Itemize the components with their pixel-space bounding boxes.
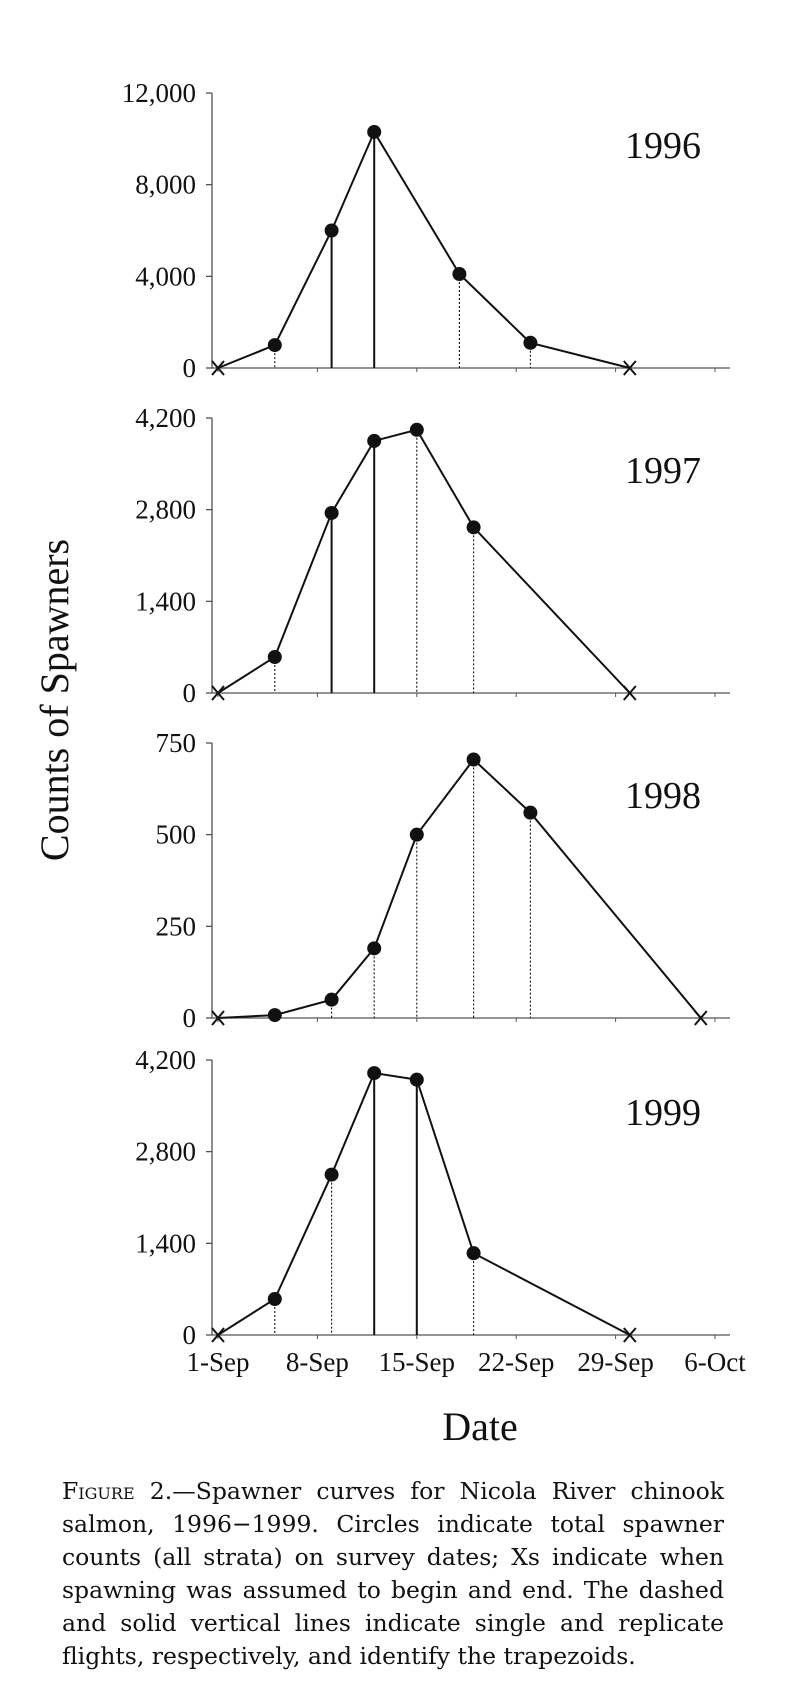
x-marker-stroke (211, 1010, 225, 1026)
y-tick-label: 500 (156, 820, 197, 850)
survey-count-point (466, 752, 481, 767)
y-tick-label: 1,400 (135, 1228, 196, 1258)
survey-count-point (523, 805, 538, 820)
y-tick-label: 4,200 (135, 1045, 196, 1075)
y-tick-label: 0 (183, 678, 197, 708)
x-axis-label: Date (442, 1404, 518, 1449)
survey-count-point (324, 223, 339, 238)
survey-count-point (367, 124, 382, 139)
y-tick-label: 1,400 (135, 586, 196, 616)
x-marker-stroke (211, 360, 225, 376)
x-marker-stroke (623, 1327, 637, 1343)
survey-count-point (409, 827, 424, 842)
panel-1999: 0 1,400 2,800 4,200 1999 (135, 1045, 730, 1350)
survey-count-point (367, 1066, 382, 1081)
start-end-x-marker (211, 1010, 225, 1026)
chart-panels: 0 4,000 8,000 12,000 1996 0 1,400 2,800 4,200 199… (122, 78, 730, 1350)
survey-count-point (324, 1167, 339, 1182)
survey-count-point (409, 1072, 424, 1087)
y-tick-label: 4,000 (135, 261, 196, 291)
x-tick-label: 8-Sep (286, 1347, 349, 1377)
start-end-x-marker (694, 1010, 708, 1026)
survey-count-point (267, 1291, 282, 1306)
year-label: 1998 (625, 775, 701, 817)
spawner-curve (217, 129, 631, 369)
y-tick-label: 0 (183, 353, 197, 383)
survey-count-point (267, 1008, 282, 1023)
survey-count-point (523, 335, 538, 350)
year-label: 1996 (625, 125, 701, 167)
x-marker-stroke (623, 360, 637, 376)
start-end-x-marker (623, 685, 637, 701)
y-axis-label: Counts of Spawners (32, 539, 77, 861)
y-tick-label: 2,800 (135, 495, 196, 525)
survey-count-point (452, 267, 467, 282)
year-label: 1997 (625, 450, 701, 492)
survey-count-point (409, 422, 424, 437)
survey-count-point (267, 649, 282, 664)
caption-text: —Spawner curves for Nicola River chinook… (62, 1477, 724, 1670)
start-end-x-marker (211, 1327, 225, 1343)
spawner-curves-figure: Counts of Spawners 0 4,000 8,000 12,000 1996… (32, 78, 747, 1449)
caption-label: Figure 2. (62, 1477, 173, 1505)
x-marker-stroke (211, 685, 225, 701)
y-tick-label: 750 (156, 728, 197, 758)
year-label: 1999 (625, 1092, 701, 1134)
survey-count-point (324, 505, 339, 520)
start-end-x-marker (211, 685, 225, 701)
y-tick-label: 12,000 (122, 78, 196, 108)
x-marker-stroke (623, 685, 637, 701)
x-tick-label: 29-Sep (577, 1347, 654, 1377)
y-tick-label: 2,800 (135, 1137, 196, 1167)
x-tick-label: 15-Sep (379, 1347, 456, 1377)
x-axis-tick-labels: 1-Sep 8-Sep 15-Sep 22-Sep 29-Sep 6-Oct (187, 1347, 747, 1377)
y-tick-label: 4,200 (135, 403, 196, 433)
x-tick-label: 1-Sep (187, 1347, 250, 1377)
y-tick-label: 0 (183, 1320, 197, 1350)
survey-count-point (324, 992, 339, 1007)
survey-count-point (367, 941, 382, 956)
x-tick-label: 22-Sep (478, 1347, 555, 1377)
x-marker-stroke (694, 1010, 708, 1026)
panel-1998: 0 250 500 750 1998 (156, 728, 730, 1033)
start-end-x-marker (211, 360, 225, 376)
survey-count-point (466, 1246, 481, 1261)
x-marker-stroke (211, 1327, 225, 1343)
survey-count-point (367, 433, 382, 448)
figure-caption: Figure 2.—Spawner curves for Nicola Rive… (62, 1475, 724, 1673)
panel-1996: 0 4,000 8,000 12,000 1996 (122, 78, 730, 383)
survey-count-point (466, 520, 481, 535)
survey-count-point (267, 338, 282, 353)
y-tick-label: 250 (156, 911, 197, 941)
spawner-curve (217, 758, 702, 1019)
x-tick-label: 6-Oct (684, 1347, 746, 1377)
panel-1997: 0 1,400 2,800 4,200 1997 (135, 403, 730, 708)
y-tick-label: 8,000 (135, 170, 196, 200)
start-end-x-marker (623, 1327, 637, 1343)
start-end-x-marker (623, 360, 637, 376)
y-tick-label: 0 (183, 1003, 197, 1033)
